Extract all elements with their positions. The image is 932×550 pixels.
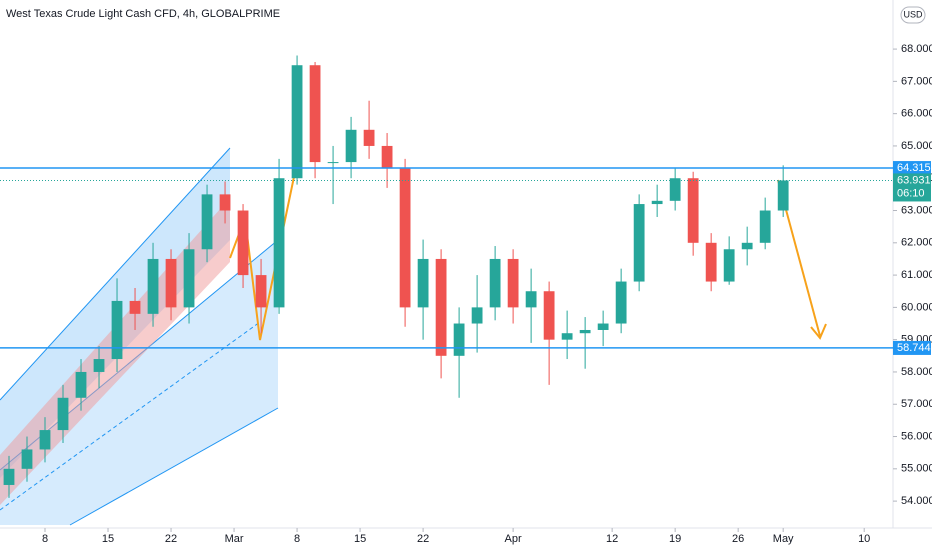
y-tick-label: 60.000 xyxy=(901,301,932,313)
x-tick-label: 15 xyxy=(354,533,366,545)
candle-body xyxy=(3,468,15,485)
candle-body xyxy=(111,300,123,360)
candle-body xyxy=(615,281,627,324)
y-tick-label: 65.000 xyxy=(901,140,932,152)
marks xyxy=(3,55,789,498)
x-tick-label: 26 xyxy=(732,533,744,545)
candle-body xyxy=(363,129,375,146)
y-tick-label: 68.000 xyxy=(901,43,932,55)
candle-body xyxy=(93,359,105,372)
x-tick-label: May xyxy=(773,533,794,545)
x-tick-label: 22 xyxy=(417,533,429,545)
x-tick-label: 22 xyxy=(165,533,177,545)
candle-body xyxy=(651,200,663,205)
arrow-head xyxy=(810,323,827,340)
candle-body xyxy=(723,249,735,282)
level-tag xyxy=(893,161,931,176)
projection-area xyxy=(0,240,278,525)
candle-body xyxy=(183,249,195,308)
y-tick-label: 57.000 xyxy=(901,398,932,410)
candle-body xyxy=(147,258,159,314)
candle-body xyxy=(741,242,753,250)
x-tick-label: Apr xyxy=(505,533,522,545)
x-tick-label: 8 xyxy=(42,533,48,545)
y-tick-label: 61.000 xyxy=(901,269,932,281)
candle-body xyxy=(489,258,501,308)
candle-body xyxy=(507,258,519,308)
x-tick-label: Mar xyxy=(225,533,244,545)
y-tick-label: 66.000 xyxy=(901,108,932,120)
currency[interactable]: USD xyxy=(903,9,923,19)
y-tick-label: 55.000 xyxy=(901,463,932,475)
candle-body xyxy=(453,323,465,356)
candle-body xyxy=(291,65,303,179)
candle-body xyxy=(687,178,699,243)
candle-body xyxy=(543,291,555,340)
y-tick-label: 67.000 xyxy=(901,75,932,87)
y-tick-label: 54.000 xyxy=(901,495,932,507)
candle-body xyxy=(759,210,771,243)
candle-body xyxy=(39,430,51,450)
candle-body xyxy=(525,291,537,308)
candle-body xyxy=(327,162,339,164)
y-tick-label: 63.000 xyxy=(901,204,932,216)
candle-body xyxy=(57,397,69,431)
candle-body xyxy=(399,168,411,308)
candle-body xyxy=(777,180,789,211)
level-tag xyxy=(893,340,931,355)
y-tick-label: 58.000 xyxy=(901,366,932,378)
candle-body xyxy=(561,333,573,340)
candle-body xyxy=(471,307,483,324)
candle-body xyxy=(309,65,321,163)
candle-body xyxy=(75,371,87,398)
candle-body xyxy=(579,329,591,334)
x-tick-label: 10 xyxy=(858,533,870,545)
channel-line xyxy=(0,147,231,401)
x-tick-label: 8 xyxy=(294,533,300,545)
y-tick-label: 56.000 xyxy=(901,430,932,442)
candle-body xyxy=(345,129,357,163)
currency-button[interactable] xyxy=(900,6,926,24)
channel-line xyxy=(69,407,279,526)
x-tick-label: 12 xyxy=(606,533,618,545)
x-tick-label: 19 xyxy=(669,533,681,545)
candle-body xyxy=(201,194,213,250)
countdown: 06:10 xyxy=(897,187,925,199)
candle-body xyxy=(255,275,267,308)
candle-body xyxy=(273,178,285,308)
level-label: 58.744 xyxy=(897,342,931,354)
last-price-tag xyxy=(893,173,931,202)
candle-body xyxy=(417,258,429,308)
y-tick-label: 62.000 xyxy=(901,237,932,249)
level-label: 64.315 xyxy=(897,162,931,174)
candle-body xyxy=(129,300,141,314)
channel-median xyxy=(0,321,261,511)
candle-body xyxy=(237,210,249,276)
last-price-label: 63.931 xyxy=(897,174,931,186)
x-tick-label: 15 xyxy=(102,533,114,545)
chart-title: West Texas Crude Light Cash CFD, 4h, GLO… xyxy=(6,8,280,20)
candle-body xyxy=(633,204,645,282)
candle-body xyxy=(219,194,231,211)
candle-body xyxy=(435,258,447,356)
candle-body xyxy=(597,323,609,330)
candle-body xyxy=(21,449,33,469)
candle-body xyxy=(165,258,177,308)
candle-body xyxy=(669,178,681,201)
candle-body xyxy=(705,242,717,282)
candle-body xyxy=(381,145,393,169)
